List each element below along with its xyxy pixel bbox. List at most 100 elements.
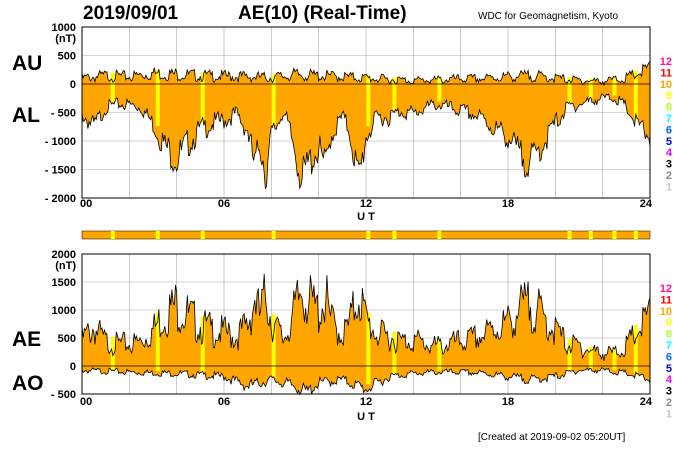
status-strip-highlight: [588, 231, 593, 239]
aeao-legend-item: 1: [666, 408, 672, 420]
aual-highlight-band: [567, 77, 572, 104]
aeao-x-tick-label: 00: [80, 396, 92, 408]
aeao-y-tick-label: 0: [70, 361, 76, 373]
ao-label: AO: [12, 372, 44, 395]
aeao-x-axis-label: U T: [357, 411, 375, 423]
status-strip-highlight: [392, 231, 397, 239]
aeao-legend-item: 10: [660, 306, 672, 318]
aeao-y-tick-label: 1500: [52, 277, 76, 289]
aeao-legend-item: 7: [666, 340, 672, 352]
aual-x-tick-label: 06: [218, 198, 230, 210]
aual-legend-item: 7: [666, 113, 672, 125]
aual-legend-item: 6: [666, 124, 672, 136]
aual-highlight-band: [633, 70, 638, 118]
aeao-highlight-band: [588, 346, 593, 369]
aeao-y-tick-label: 1000: [52, 305, 76, 317]
aual-x-tick-label: 12: [360, 198, 372, 210]
status-strip-highlight: [612, 231, 617, 239]
aual-legend-item: 3: [666, 159, 672, 171]
aual-y-tick-label: 500: [58, 51, 76, 63]
aual-legend-item: 2: [666, 170, 672, 182]
aual-legend-item: 12: [660, 56, 672, 68]
aual-legend-item: 9: [666, 90, 672, 102]
aeao-highlight-band: [200, 316, 205, 374]
aual-y-tick-label: - 1500: [45, 165, 76, 177]
aual-legend-item: 10: [660, 79, 672, 91]
status-strip-highlight: [200, 231, 205, 239]
aual-highlight-band: [366, 75, 371, 127]
aeao-legend-item: 2: [666, 397, 672, 409]
aeao-legend-item: 3: [666, 386, 672, 398]
aual-frame: [81, 26, 651, 199]
created-timestamp: [Created at 2019-09-02 05:20UT]: [478, 432, 626, 443]
aeao-unit-label: (nT): [55, 260, 76, 272]
aual-y-tick-label: - 1000: [45, 136, 76, 148]
aeao-frame: [81, 253, 651, 395]
status-strip: [81, 230, 651, 240]
aeao-highlight-band: [392, 331, 397, 374]
aual-y-tick-label: 0: [70, 79, 76, 91]
aeao-x-tick-label: 12: [360, 396, 372, 408]
aual-highlight-band: [588, 78, 593, 99]
aual-highlight-band: [437, 77, 442, 102]
aual-y-tick-label: 1000: [52, 22, 76, 34]
aual-highlight-band: [612, 77, 617, 96]
aeao-legend-item: 6: [666, 351, 672, 363]
aual-fill-area: [82, 61, 650, 189]
status-strip-highlight: [110, 231, 115, 239]
aual-highlight-band: [271, 74, 276, 126]
aual-highlight-band: [110, 72, 115, 103]
aeao-legend-item: 8: [666, 329, 672, 341]
aual-au-line: [81, 61, 651, 87]
status-strip-highlight: [633, 231, 638, 239]
aeao-legend-item: 4: [666, 374, 673, 386]
aual-legend-item: 1: [666, 181, 672, 193]
aeao-y-tick-label: 2000: [52, 249, 76, 261]
aeao-fill-area: [82, 273, 650, 395]
au-label: AU: [12, 52, 43, 75]
aeao-x-tick-label: 06: [218, 396, 230, 408]
status-strip-highlight: [271, 231, 276, 239]
aual-legend-item: 4: [666, 147, 673, 159]
chart-date: 2019/09/01: [83, 3, 179, 24]
aual-highlight-band: [200, 72, 205, 123]
aual-x-tick-label: 18: [502, 198, 514, 210]
aeao-ao-line: [81, 367, 651, 396]
ae-label: AE: [12, 328, 42, 351]
aual-legend-item: 5: [666, 136, 672, 148]
aeao-legend-item: 12: [660, 283, 672, 295]
aeao-x-tick-label: 18: [502, 396, 514, 408]
data-source: WDC for Geomagnetism, Kyoto: [478, 11, 619, 22]
status-strip-highlight: [155, 231, 160, 239]
chart-title: AE(10) (Real-Time): [238, 3, 407, 24]
aual-y-tick-label: - 500: [51, 108, 76, 120]
aeao-highlight-band: [633, 325, 638, 374]
aeao-highlight-band: [155, 313, 160, 372]
aual-x-axis-label: U T: [357, 211, 375, 223]
aual-highlight-band: [155, 69, 160, 127]
aeao-ae-line: [81, 273, 651, 362]
aual-highlight-band: [392, 77, 397, 111]
aeao-highlight-band: [437, 340, 442, 371]
aual-al-line: [81, 93, 651, 190]
al-label: AL: [12, 104, 40, 127]
aeao-y-tick-label: 500: [58, 333, 76, 345]
aual-legend-item: 11: [660, 67, 672, 79]
aeao-highlight-band: [567, 338, 572, 372]
aual-y-tick-label: - 2000: [45, 193, 76, 205]
status-strip-highlight: [567, 231, 572, 239]
aeao-highlight-band: [271, 314, 276, 378]
aual-unit-label: (nT): [55, 33, 76, 45]
aeao-x-tick-label: 24: [640, 396, 653, 408]
aual-legend-item: 8: [666, 102, 672, 114]
status-strip-highlight: [437, 231, 442, 239]
aeao-legend-item: 11: [660, 294, 672, 306]
aual-x-tick-label: 00: [80, 198, 92, 210]
aeao-highlight-band: [366, 313, 371, 385]
aual-x-tick-label: 24: [640, 198, 653, 210]
aeao-highlight-band: [612, 349, 617, 371]
aeao-legend-item: 9: [666, 317, 672, 329]
status-strip-highlight: [366, 231, 371, 239]
aeao-y-tick-label: - 500: [51, 389, 76, 401]
